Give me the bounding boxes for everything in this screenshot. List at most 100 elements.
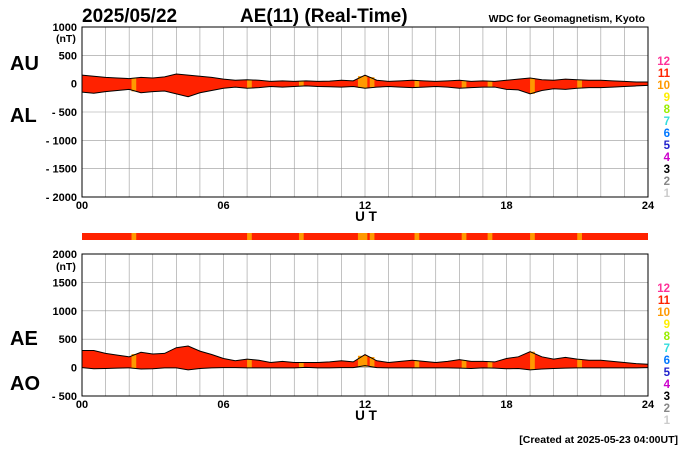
highlight-strip: [487, 81, 493, 88]
x-tick-label: 18: [500, 399, 512, 411]
highlight-strip: [487, 361, 493, 369]
highlight-strip: [577, 359, 582, 368]
au-al-xlabel: U T: [355, 209, 378, 224]
legend-level-3: 3: [664, 164, 670, 176]
y-tick-label: - 500: [52, 107, 77, 119]
y-tick-label: - 1500: [46, 164, 77, 176]
ao-label: AO: [10, 373, 40, 395]
station-bar-highlight: [461, 233, 467, 240]
y-tick-label: 0: [71, 79, 77, 91]
legend-level-7: 7: [664, 116, 670, 128]
y-tick-label: 2000: [53, 249, 77, 261]
legend-level-9: 9: [664, 92, 670, 104]
highlight-strip: [247, 359, 252, 368]
legend-level-2: 2: [664, 403, 670, 415]
x-tick-label: 24: [642, 399, 655, 411]
lower-series-line: [81, 84, 649, 98]
y-tick-label: 500: [59, 50, 77, 62]
legend-level-11: 11: [658, 295, 671, 307]
au-al-unit: (nT): [56, 33, 76, 45]
legend-level-11: 11: [658, 68, 671, 80]
legend-level-12: 12: [657, 56, 670, 68]
footer-created: [Created at 2025-05-23 04:00UT]: [519, 434, 678, 446]
highlight-strip: [414, 360, 420, 368]
legend-level-1: 1: [664, 415, 671, 427]
station-bar-highlight: [298, 233, 304, 240]
legend-level-2: 2: [664, 176, 670, 188]
legend-level-1: 1: [664, 188, 671, 200]
legend-level-7: 7: [664, 343, 670, 355]
y-tick-label: 1000: [53, 22, 77, 34]
header-source: WDC for Geomagnetism, Kyoto: [489, 13, 645, 25]
ae-ao-xlabel: U T: [355, 408, 378, 423]
upper-series-line: [82, 345, 649, 365]
highlight-strip: [461, 80, 467, 89]
highlight-strip: [577, 79, 582, 89]
legend-level-6: 6: [664, 355, 670, 367]
legend-level-5: 5: [664, 367, 671, 379]
ae-ao-grid: [81, 253, 649, 397]
au-al-fill: [81, 73, 649, 98]
au-label: AU: [10, 53, 39, 75]
x-tick-label: 24: [642, 200, 655, 212]
highlight-strip: [530, 78, 535, 94]
lower-series-line: [81, 365, 649, 371]
highlight-strip: [357, 355, 368, 367]
au-al-y-ticks: 1000 500 0 - 500 - 1000 - 1500 - 2000: [46, 22, 77, 204]
station-bar-highlight: [577, 233, 582, 240]
x-tick-label: 12: [359, 200, 371, 212]
legend-level-10: 10: [657, 80, 670, 92]
station-bar-highlight: [369, 233, 375, 240]
highlight-strip: [530, 351, 535, 370]
legend-level-12: 12: [657, 283, 670, 295]
legend-level-4: 4: [664, 152, 671, 164]
y-tick-label: 1000: [53, 306, 77, 318]
ae-ao-unit: (nT): [56, 261, 76, 273]
legend-level-8: 8: [664, 104, 671, 116]
y-tick-label: 1500: [53, 277, 77, 289]
x-tick-label: 00: [76, 200, 88, 212]
ae-label: AE: [10, 328, 38, 350]
ae-ao-y-ticks: 2000 1500 1000 500 0 - 500: [52, 249, 77, 403]
highlight-strip: [369, 77, 375, 88]
y-tick-label: 500: [59, 334, 77, 346]
upper-series-line: [81, 73, 648, 83]
station-bar-highlight: [530, 233, 535, 240]
highlight-strip: [357, 76, 368, 88]
station-bar-highlight: [357, 233, 368, 240]
ae-ao-fill: [81, 345, 649, 371]
x-tick-label: 06: [217, 399, 229, 411]
legend-level-9: 9: [664, 319, 670, 331]
y-tick-label: 0: [71, 363, 77, 375]
x-tick-label: 06: [217, 200, 229, 212]
highlight-strip: [461, 359, 467, 369]
highlight-strip: [131, 77, 137, 92]
highlight-strip: [414, 80, 420, 88]
legend-level-5: 5: [664, 140, 671, 152]
legend-level-6: 6: [664, 128, 670, 140]
ae-ao-x-ticks: 00 06 12 18 24: [76, 399, 655, 411]
highlight-strip: [131, 354, 137, 369]
highlight-strip: [369, 357, 375, 368]
station-bar-highlight: [247, 233, 252, 240]
legend-level-10: 10: [657, 307, 670, 319]
header-date: 2025/05/22: [82, 6, 177, 27]
legend-level-4: 4: [664, 379, 671, 391]
header-title: AE(11) (Real-Time): [240, 6, 408, 27]
station-status-bar: [82, 233, 648, 240]
al-label: AL: [10, 105, 37, 127]
x-tick-label: 18: [500, 200, 512, 212]
station-bar-highlight: [487, 233, 493, 240]
station-bar-highlight: [131, 233, 137, 240]
y-tick-label: - 2000: [46, 192, 77, 204]
y-tick-label: - 1000: [46, 135, 77, 147]
y-tick-label: - 500: [52, 391, 77, 403]
ae-ao-plot-border: [81, 253, 649, 397]
au-al-plot-border: [81, 26, 649, 198]
